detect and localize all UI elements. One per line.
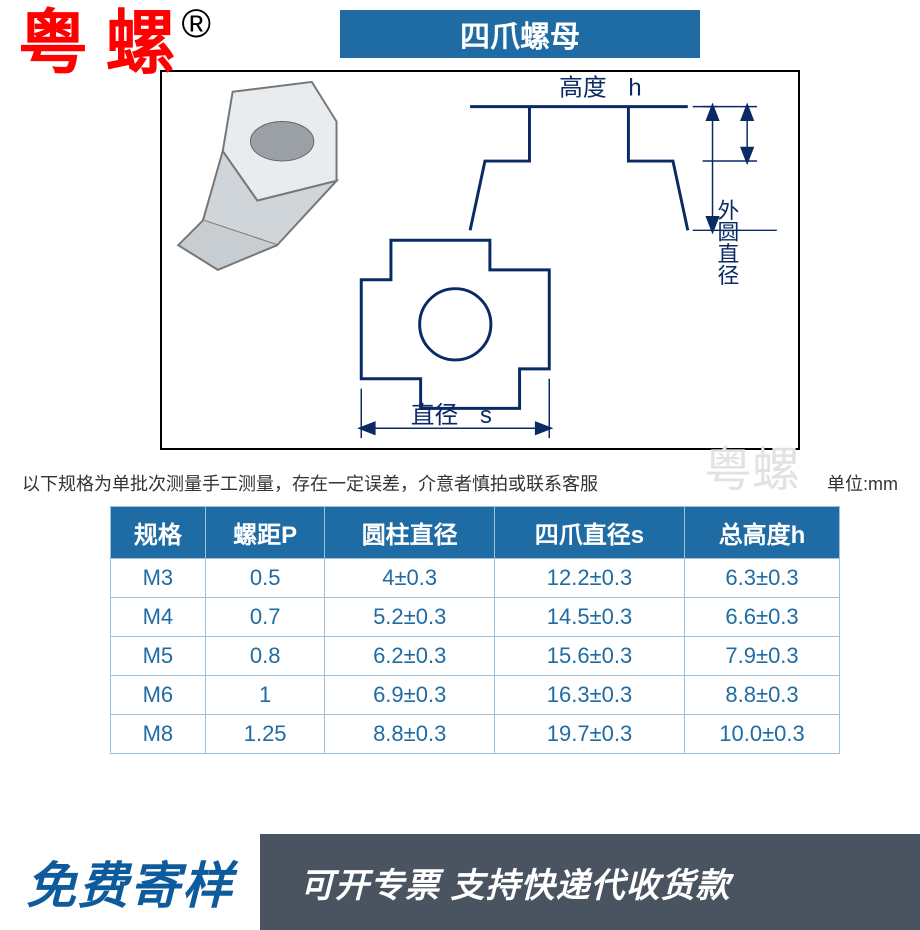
brand-text: 粤 螺 xyxy=(18,6,176,83)
table-row: M616.9±0.316.3±0.38.8±0.3 xyxy=(111,676,840,715)
footer-banner: 免费寄样 可开专票 支持快递代收货款 xyxy=(0,834,920,930)
table-row: M30.54±0.312.2±0.36.3±0.3 xyxy=(111,559,840,598)
spec-table: 规格 螺距P 圆柱直径 四爪直径s 总高度h M30.54±0.312.2±0.… xyxy=(110,506,840,754)
measurement-note: 以下规格为单批次测量手工测量，存在一定误差，介意者慎拍或联系客服 xyxy=(22,470,598,496)
label-outer-dia: 外圆直径 xyxy=(715,199,740,286)
brand-logo: 粤 螺® xyxy=(0,10,320,70)
table-row: M50.86.2±0.315.6±0.37.9±0.3 xyxy=(111,637,840,676)
label-height: 高度 xyxy=(559,75,606,102)
note-row: 以下规格为单批次测量手工测量，存在一定误差，介意者慎拍或联系客服 单位:mm xyxy=(0,450,920,502)
label-diameter: 直径 xyxy=(411,402,458,429)
invoice-cod-label: 可开专票 支持快递代收货款 xyxy=(300,858,730,907)
free-sample-label: 免费寄样 xyxy=(26,846,234,918)
technical-diagram: 高度 h 外圆直径 直径 s xyxy=(162,72,798,448)
col-cyl-dia: 圆柱直径 xyxy=(325,507,494,559)
product-title: 四爪螺母 xyxy=(340,10,700,58)
unit-label: 单位:mm xyxy=(827,470,898,496)
header-row: 粤 螺® 四爪螺母 xyxy=(0,10,920,70)
footer-right: 可开专票 支持快递代收货款 xyxy=(260,834,920,930)
label-height-sym: h xyxy=(628,76,641,102)
footer-left: 免费寄样 xyxy=(0,834,260,930)
registered-mark: ® xyxy=(182,4,211,44)
col-pitch: 螺距P xyxy=(205,507,325,559)
col-claw-dia: 四爪直径s xyxy=(494,507,684,559)
label-diameter-sym: s xyxy=(480,403,492,429)
table-row: M81.258.8±0.319.7±0.310.0±0.3 xyxy=(111,715,840,754)
table-header-row: 规格 螺距P 圆柱直径 四爪直径s 总高度h xyxy=(111,507,840,559)
spec-table-wrap: 规格 螺距P 圆柱直径 四爪直径s 总高度h M30.54±0.312.2±0.… xyxy=(0,502,920,754)
col-height: 总高度h xyxy=(685,507,840,559)
col-spec: 规格 xyxy=(111,507,206,559)
diagram-frame: 高度 h 外圆直径 直径 s xyxy=(160,70,800,450)
t-nut-3d-icon xyxy=(178,82,336,270)
table-row: M40.75.2±0.314.5±0.36.6±0.3 xyxy=(111,598,840,637)
